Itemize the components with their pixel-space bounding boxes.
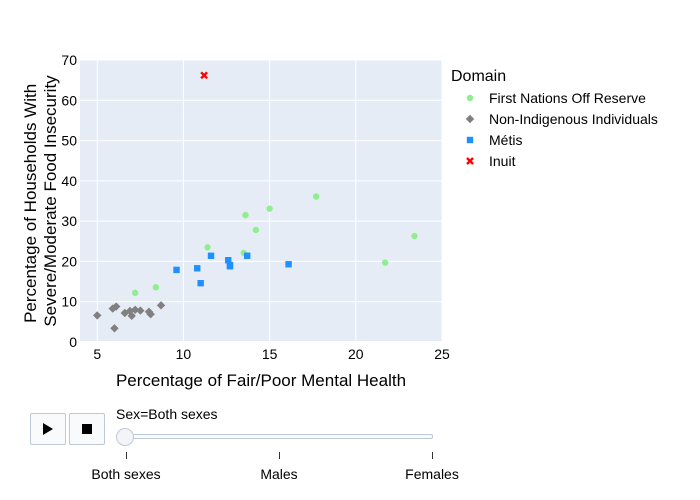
- legend-marker[interactable]: [466, 157, 474, 165]
- step-label-females[interactable]: Females: [405, 466, 459, 482]
- legend-label: Inuit: [489, 153, 516, 169]
- stop-button[interactable]: [69, 413, 105, 445]
- legend-item[interactable]: Inuit: [466, 153, 516, 169]
- y-tick-label: 10: [61, 294, 77, 310]
- legend-marker[interactable]: [465, 114, 475, 124]
- legend-label: Métis: [489, 132, 522, 148]
- legend-marker[interactable]: [466, 94, 474, 102]
- legend-title: Domain: [451, 68, 506, 85]
- y-tick-label: 20: [61, 253, 77, 269]
- y-tick-label: 30: [61, 213, 77, 229]
- slider-current-value: Sex=Both sexes: [116, 406, 218, 422]
- grid-lines: [80, 59, 443, 343]
- x-tick-label: 20: [348, 346, 364, 362]
- data-point[interactable]: [252, 226, 260, 234]
- data-point[interactable]: [411, 232, 418, 240]
- data-point[interactable]: [131, 289, 139, 297]
- data-point[interactable]: [242, 211, 249, 219]
- legend-marker[interactable]: [466, 136, 474, 144]
- y-tick-labels: 0 10 20 30 40 50 60 70: [61, 52, 77, 350]
- y-tick-label: 70: [61, 52, 77, 68]
- data-point[interactable]: [204, 244, 211, 251]
- data-point[interactable]: [381, 259, 389, 266]
- data-point[interactable]: [152, 284, 160, 291]
- legend-label: Non-Indigenous Individuals: [489, 111, 658, 127]
- step-tick-females: [432, 452, 433, 459]
- data-point[interactable]: [194, 265, 201, 272]
- slider-track[interactable]: [126, 434, 433, 439]
- series-2: [173, 252, 292, 287]
- stop-icon: [82, 424, 92, 434]
- series-0: [131, 193, 418, 297]
- data-point[interactable]: [130, 305, 140, 314]
- data-point[interactable]: [226, 263, 234, 270]
- data-point[interactable]: [156, 301, 166, 310]
- data-point[interactable]: [110, 324, 119, 333]
- data-point[interactable]: [93, 311, 102, 320]
- x-tick-label: 15: [262, 346, 278, 362]
- slider-handle[interactable]: [116, 428, 134, 446]
- step-tick-males: [279, 452, 280, 459]
- data-point[interactable]: [285, 261, 292, 268]
- y-axis-label-line-2: Severe/Moderate Food Insecurity: [41, 75, 60, 327]
- legend: Domain First Nations Off Reserve Non-Indi…: [451, 68, 658, 169]
- data-point[interactable]: [312, 193, 320, 200]
- legend-item[interactable]: First Nations Off Reserve: [466, 90, 646, 106]
- step-label-both-sexes[interactable]: Both sexes: [91, 466, 161, 482]
- y-tick-label: 40: [61, 173, 77, 189]
- x-axis-label: Percentage of Fair/Poor Mental Health: [116, 371, 406, 390]
- data-point[interactable]: [146, 310, 155, 319]
- data-point[interactable]: [197, 279, 204, 287]
- data-point[interactable]: [200, 71, 208, 80]
- series-1: [93, 301, 166, 333]
- plot-area: [80, 60, 442, 342]
- y-tick-label: 60: [61, 92, 77, 108]
- data-point[interactable]: [266, 205, 273, 212]
- x-tick-label: 10: [176, 346, 192, 362]
- y-axis-label-line-1: Percentage of Households With: [21, 84, 40, 323]
- x-tick-label: 25: [434, 346, 450, 362]
- y-axis-label: Percentage of Households With Severe/Mod…: [21, 75, 60, 327]
- y-tick-label: 50: [61, 133, 77, 149]
- data-point[interactable]: [127, 311, 136, 321]
- data-point[interactable]: [207, 252, 215, 259]
- play-icon: [43, 423, 53, 435]
- legend-item[interactable]: Métis: [466, 132, 523, 148]
- legend-item[interactable]: Non-Indigenous Individuals: [465, 111, 658, 127]
- data-point[interactable]: [244, 252, 251, 259]
- data-points: [93, 71, 418, 333]
- step-label-males[interactable]: Males: [260, 466, 298, 482]
- data-point[interactable]: [136, 306, 145, 315]
- play-button[interactable]: [30, 413, 66, 445]
- series-3: [200, 71, 208, 80]
- data-point[interactable]: [225, 257, 232, 264]
- x-tick-labels: 5 10 15 20 25: [93, 346, 450, 362]
- legend-label: First Nations Off Reserve: [489, 90, 646, 106]
- data-point[interactable]: [173, 266, 180, 274]
- x-tick-label: 5: [93, 346, 101, 362]
- step-tick-both-sexes: [126, 452, 127, 459]
- y-tick-label: 0: [69, 334, 77, 350]
- data-point[interactable]: [112, 302, 121, 311]
